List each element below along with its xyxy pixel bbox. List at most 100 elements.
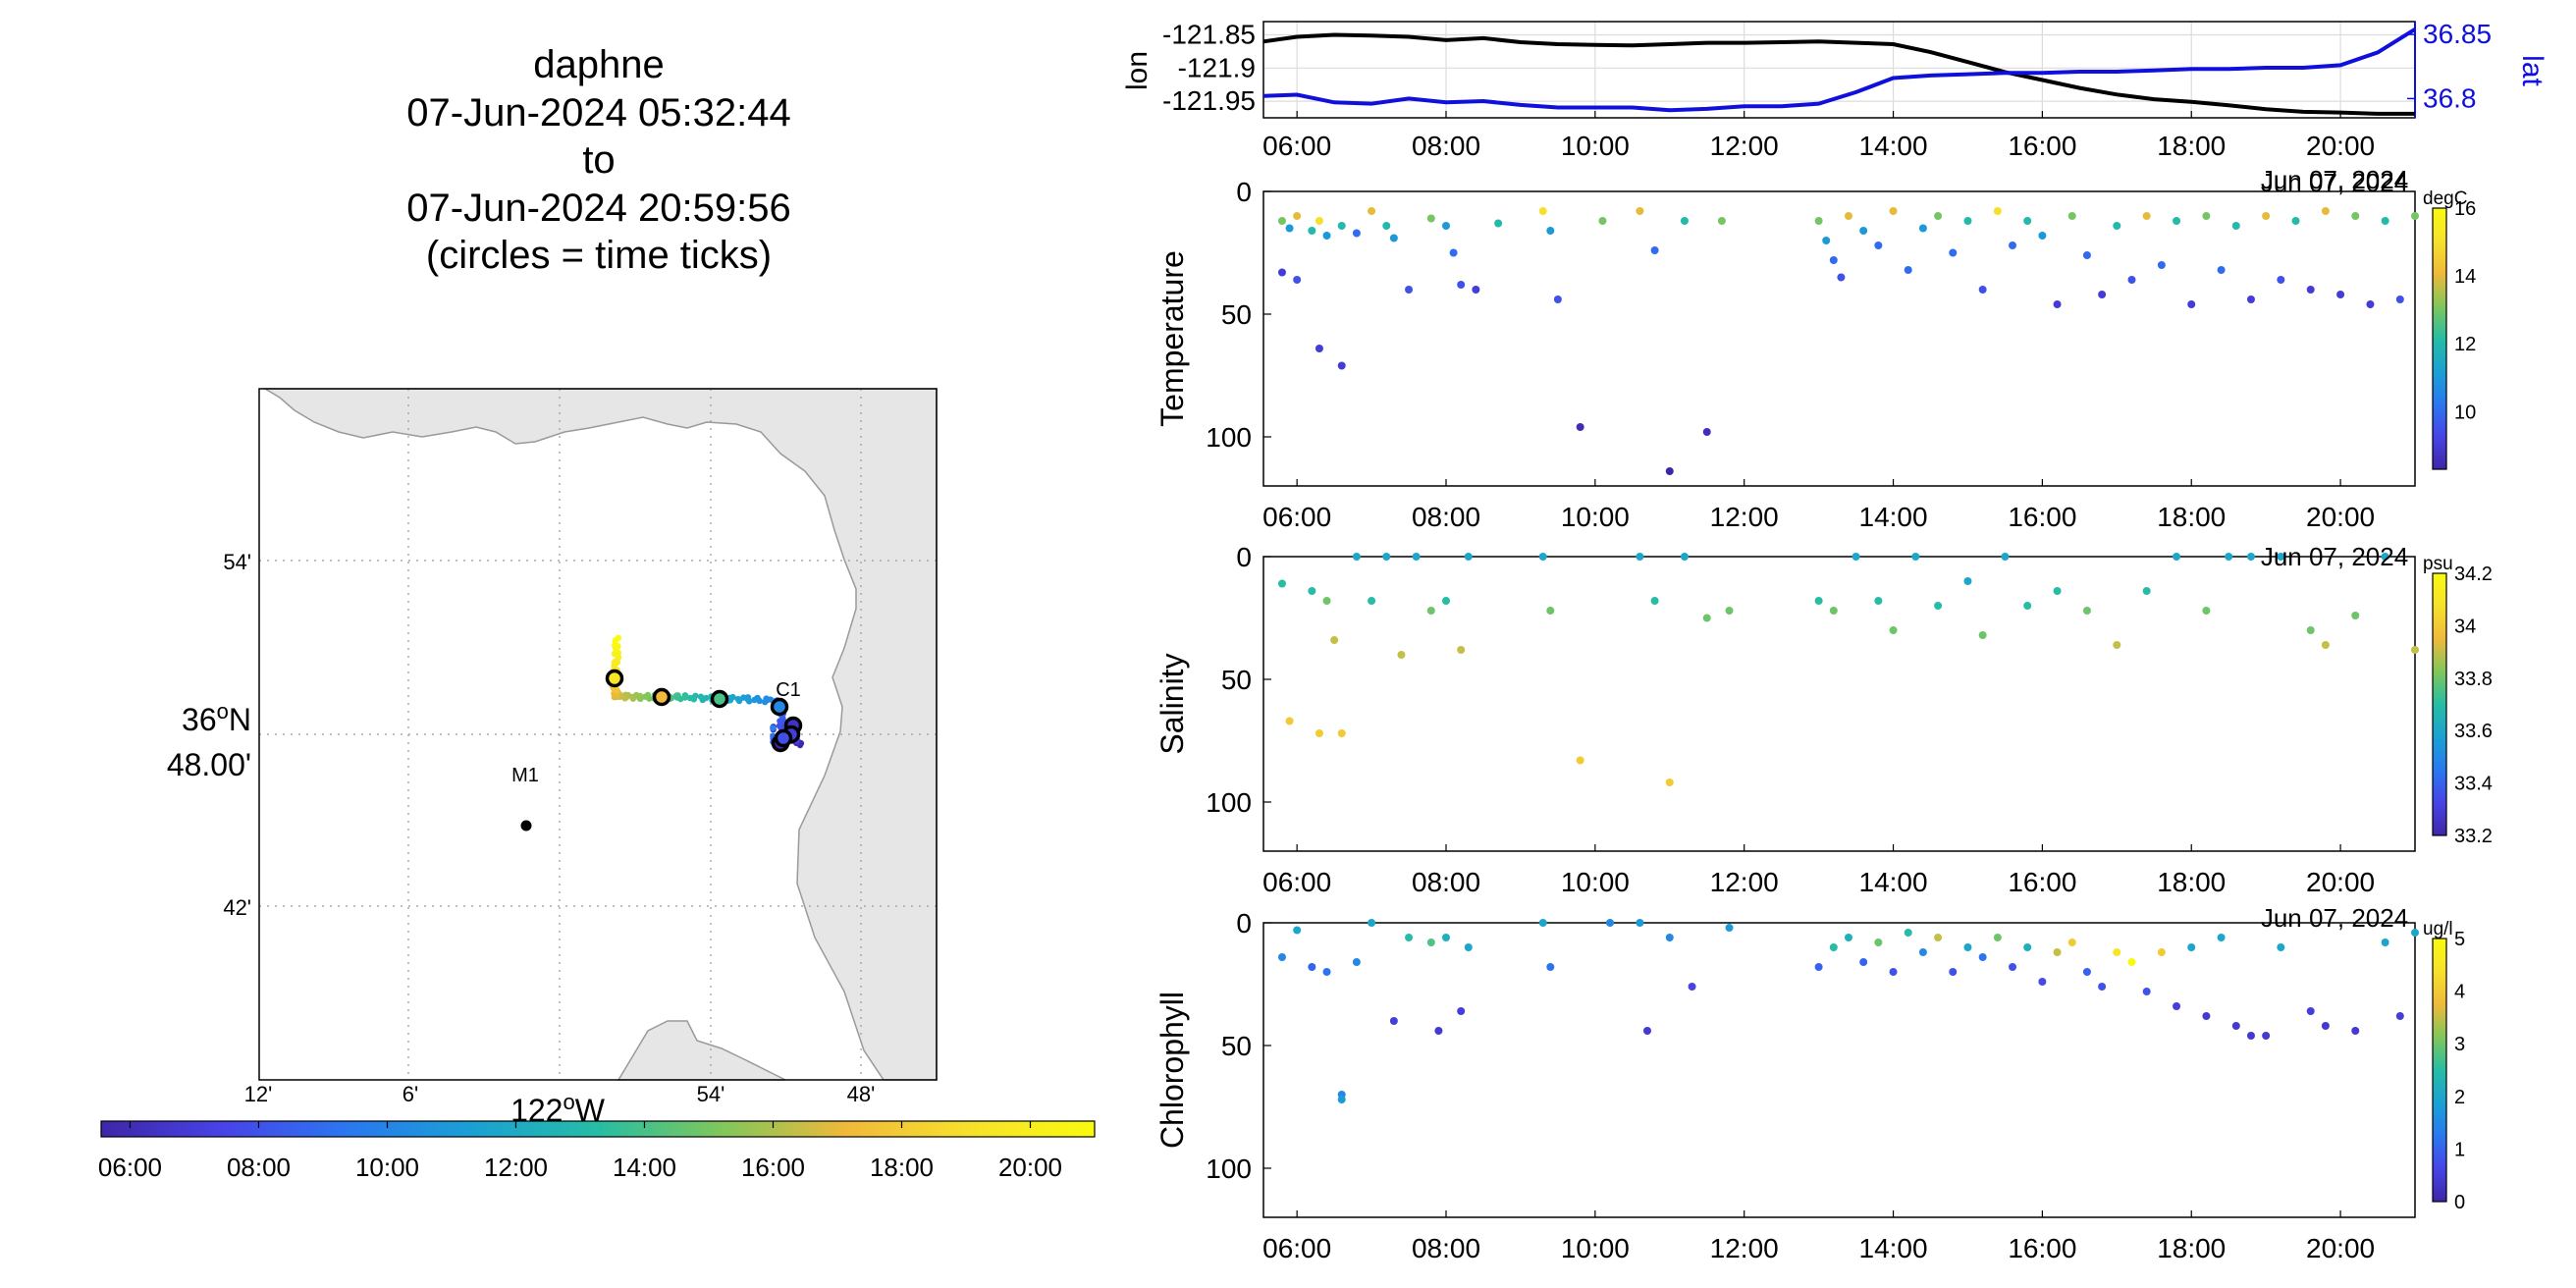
y-tick-label: 100 bbox=[1206, 422, 1252, 453]
data-point bbox=[1382, 222, 1391, 230]
data-point bbox=[1636, 207, 1644, 215]
data-point bbox=[1814, 597, 1823, 605]
y-tick-label: -121.9 bbox=[1178, 52, 1256, 82]
data-point bbox=[1665, 467, 1674, 475]
data-point bbox=[1457, 1007, 1466, 1015]
x-tick-label: 06:00 bbox=[1262, 502, 1331, 532]
data-point bbox=[1949, 968, 1958, 976]
data-point bbox=[2023, 602, 2032, 610]
data-point bbox=[1285, 224, 1294, 233]
data-point bbox=[1949, 248, 1958, 257]
axes-frame bbox=[1262, 21, 2416, 119]
data-point bbox=[1538, 919, 1547, 927]
data-point bbox=[2067, 212, 2076, 220]
data-point bbox=[1546, 227, 1555, 235]
colorbar-tick-label: 33.4 bbox=[2454, 774, 2493, 795]
data-point bbox=[1934, 934, 1943, 941]
axes-frame bbox=[1262, 190, 2416, 487]
data-point bbox=[2187, 300, 2196, 308]
data-point bbox=[2381, 553, 2389, 561]
data-point bbox=[1337, 1096, 1346, 1103]
colorbar-tick-label: 18:00 bbox=[870, 1153, 934, 1182]
data-point bbox=[1650, 597, 1659, 605]
data-point bbox=[2381, 939, 2389, 946]
y-axis-label-right: lat bbox=[2516, 55, 2549, 86]
data-point bbox=[2321, 1022, 2330, 1030]
data-point bbox=[1844, 212, 1852, 220]
data-point bbox=[1576, 423, 1584, 431]
data-point bbox=[1911, 553, 1920, 561]
m1-label: M1 bbox=[511, 765, 539, 786]
data-point bbox=[2411, 929, 2419, 937]
track-point bbox=[734, 695, 742, 703]
lat-degree-sign: o bbox=[217, 699, 229, 724]
data-point bbox=[2217, 266, 2226, 274]
colorbar-tick-label: 2 bbox=[2454, 1087, 2465, 1108]
track-point bbox=[751, 696, 758, 704]
data-point bbox=[1434, 1027, 1443, 1035]
colorbar-unit: psu bbox=[2423, 554, 2453, 574]
track-point bbox=[621, 695, 628, 702]
data-point bbox=[1389, 1017, 1398, 1025]
data-point bbox=[1293, 212, 1302, 220]
data-point bbox=[1337, 361, 1346, 370]
x-tick-label: 20:00 bbox=[2306, 502, 2375, 532]
data-point bbox=[1315, 217, 1323, 225]
x-tick-label: 16:00 bbox=[2008, 867, 2076, 897]
data-point bbox=[1538, 207, 1547, 215]
x-tick-label: 20:00 bbox=[2306, 867, 2375, 897]
colorbar-tick-label: 12:00 bbox=[484, 1153, 548, 1182]
data-point bbox=[1889, 968, 1898, 976]
data-point bbox=[1904, 266, 1912, 274]
data-point bbox=[2411, 212, 2419, 220]
title-line: 07-Jun-2024 05:32:44 bbox=[406, 90, 791, 134]
data-point bbox=[2351, 1027, 2360, 1035]
data-point bbox=[2098, 983, 2107, 991]
x-date-label: Jun 07, 2024 bbox=[2261, 542, 2408, 571]
data-point bbox=[2127, 958, 2136, 966]
data-point bbox=[1315, 345, 1323, 352]
data-point bbox=[2217, 934, 2226, 941]
data-point bbox=[1636, 553, 1644, 561]
data-point bbox=[1680, 553, 1689, 561]
track-point bbox=[642, 693, 649, 700]
data-point bbox=[2321, 207, 2330, 215]
data-point bbox=[2113, 948, 2121, 956]
data-point bbox=[1457, 281, 1466, 289]
colorbar-tick-label: 1 bbox=[2454, 1139, 2465, 1160]
data-point bbox=[2113, 641, 2121, 649]
data-point bbox=[1442, 934, 1451, 941]
data-point bbox=[2395, 295, 2404, 303]
data-point bbox=[2157, 948, 2166, 956]
data-point bbox=[2366, 300, 2375, 308]
data-point bbox=[2098, 291, 2107, 298]
data-point bbox=[1874, 242, 1883, 249]
colorbar-tick-label: 08:00 bbox=[227, 1153, 291, 1182]
data-point bbox=[2225, 553, 2233, 561]
data-point bbox=[1405, 286, 1414, 294]
colorbar bbox=[2432, 938, 2447, 1203]
data-point bbox=[2381, 217, 2389, 225]
x-tick-label: 14:00 bbox=[1859, 502, 1928, 532]
data-point bbox=[2067, 939, 2076, 946]
x-tick-label: 06:00 bbox=[1262, 867, 1331, 897]
colorbar bbox=[2432, 572, 2447, 836]
y-tick-label: 50 bbox=[1221, 665, 1252, 695]
data-point bbox=[1277, 579, 1286, 588]
x-tick-label: 08:00 bbox=[1412, 1233, 1480, 1263]
data-point bbox=[2053, 948, 2062, 956]
data-point bbox=[1426, 939, 1435, 946]
track-point bbox=[672, 692, 680, 699]
data-point bbox=[2113, 222, 2121, 230]
colorbar-tick-label: 5 bbox=[2454, 929, 2465, 950]
x-tick-label: 14:00 bbox=[1859, 131, 1928, 161]
y-tick-label: 50 bbox=[1221, 299, 1252, 330]
data-point bbox=[1337, 729, 1346, 737]
data-point bbox=[1308, 227, 1316, 235]
y-tick-label: 0 bbox=[1236, 177, 1252, 207]
data-point bbox=[2173, 1002, 2181, 1010]
x-date-label: Jun 07, 2024 bbox=[2261, 903, 2408, 933]
data-point bbox=[1844, 934, 1852, 941]
c1-label: C1 bbox=[776, 679, 801, 701]
data-point bbox=[1874, 939, 1883, 946]
